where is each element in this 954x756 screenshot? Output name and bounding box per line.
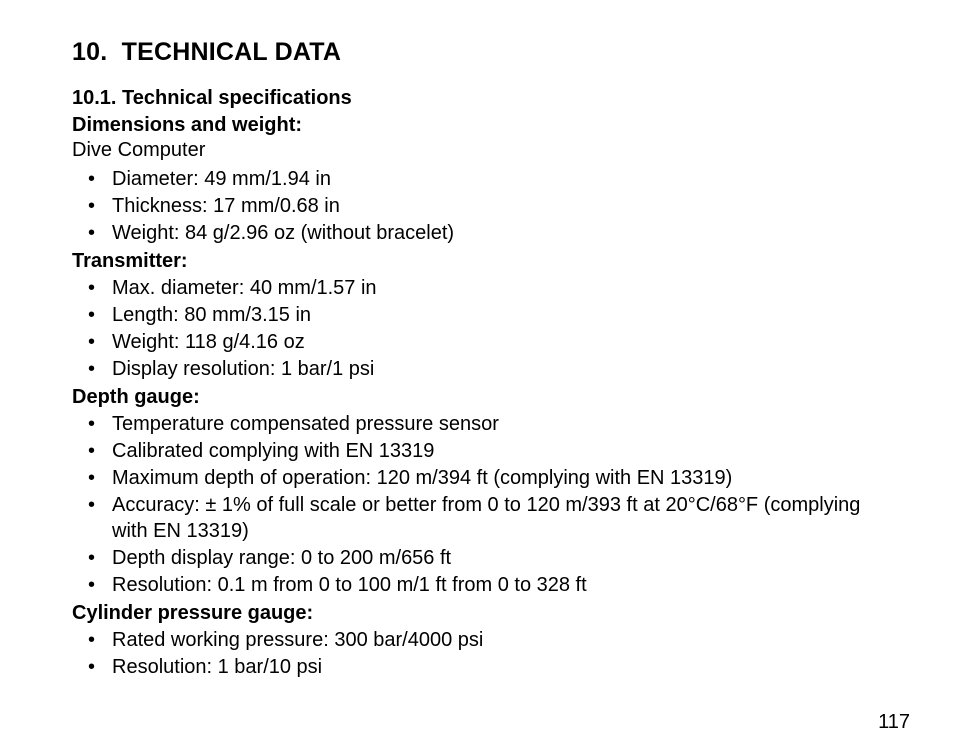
spec-item: Depth display range: 0 to 200 m/656 ft [88, 545, 884, 571]
spec-groups: Dimensions and weight:Dive Computer Diame… [72, 114, 884, 680]
spec-list: Rated working pressure: 300 bar/4000 psi… [72, 627, 884, 680]
spec-heading: Depth gauge: [72, 386, 884, 409]
spec-item: Diameter: 49 mm/1.94 in [88, 166, 884, 192]
chapter-title: 10. TECHNICAL DATA [72, 38, 884, 67]
chapter-number: 10. [72, 38, 107, 67]
spec-item: Temperature compensated pressure sensor [88, 411, 884, 437]
chapter-title-text: TECHNICAL DATA [122, 38, 341, 66]
page: 10. TECHNICAL DATA 10.1. Technical speci… [0, 0, 954, 756]
spec-heading: Dimensions and weight: [72, 114, 884, 137]
spec-list: Max. diameter: 40 mm/1.57 inLength: 80 m… [72, 275, 884, 382]
spec-item: Resolution: 0.1 m from 0 to 100 m/1 ft f… [88, 572, 884, 598]
spec-item: Maximum depth of operation: 120 m/394 ft… [88, 465, 884, 491]
spec-item: Resolution: 1 bar/10 psi [88, 654, 884, 680]
page-number: 117 [878, 711, 910, 734]
spec-item: Weight: 84 g/2.96 oz (without bracelet) [88, 220, 884, 246]
spec-item: Accuracy: ± 1% of full scale or better f… [88, 492, 884, 544]
spec-item: Weight: 118 g/4.16 oz [88, 329, 884, 355]
spec-list: Diameter: 49 mm/1.94 inThickness: 17 mm/… [72, 166, 884, 246]
spec-list: Temperature compensated pressure sensorC… [72, 411, 884, 598]
section-title-text: Technical specifications [122, 87, 352, 109]
spec-heading: Transmitter: [72, 250, 884, 273]
spec-heading: Cylinder pressure gauge: [72, 602, 884, 625]
spec-item: Thickness: 17 mm/0.68 in [88, 193, 884, 219]
section-number: 10.1. [72, 87, 116, 109]
spec-item: Max. diameter: 40 mm/1.57 in [88, 275, 884, 301]
spec-item: Display resolution: 1 bar/1 psi [88, 356, 884, 382]
spec-item: Length: 80 mm/3.15 in [88, 302, 884, 328]
spec-item: Calibrated complying with EN 13319 [88, 438, 884, 464]
section-title: 10.1. Technical specifications [72, 87, 884, 110]
spec-item: Rated working pressure: 300 bar/4000 psi [88, 627, 884, 653]
spec-intro: Dive Computer [72, 139, 884, 162]
